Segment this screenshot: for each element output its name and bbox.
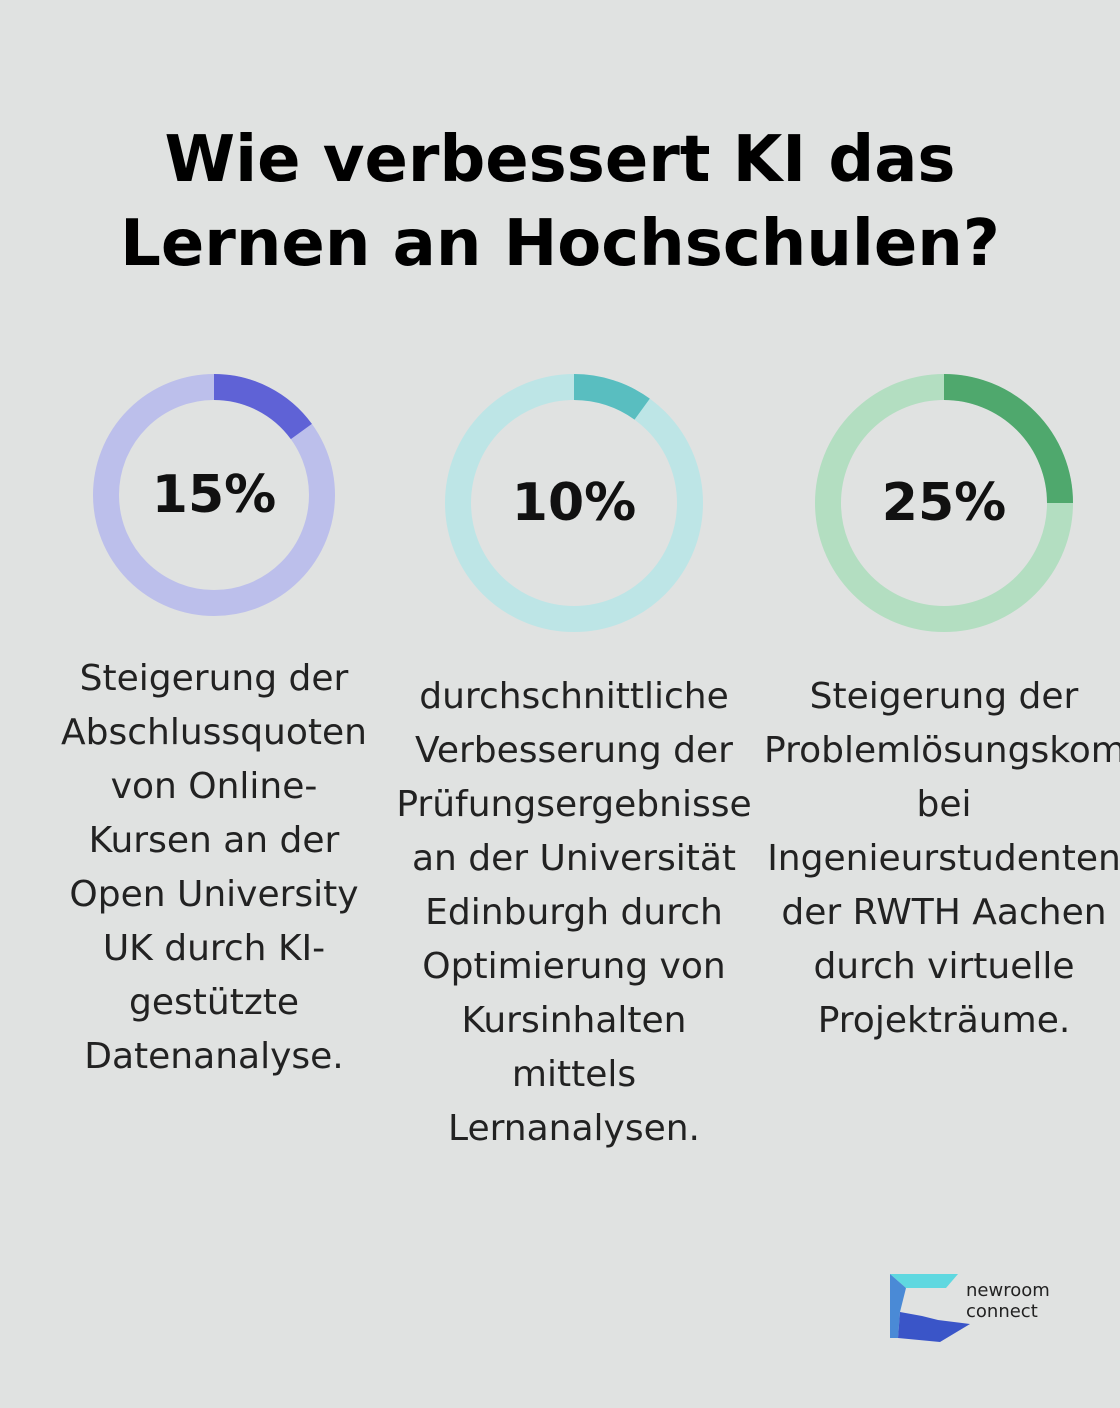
donut-value-label-3: 25% xyxy=(882,473,1006,533)
newroom-connect-logo xyxy=(890,1274,970,1342)
donut-value-label-1: 15% xyxy=(152,465,276,525)
stat-description-2: durchschnittliche Verbesserung der Prüfu… xyxy=(396,676,752,1149)
donut-fill-2 xyxy=(573,374,650,420)
logo-mark-bottom xyxy=(898,1312,970,1342)
logo-mark-top xyxy=(890,1274,958,1288)
donut-fill-3 xyxy=(943,374,1073,504)
logo-text: newroom connect xyxy=(966,1280,1050,1322)
stat-description-1: Steigerung der Abschlussquoten von Onlin… xyxy=(61,658,367,1077)
title-line-2: Lernen an Hochschulen? xyxy=(120,207,1000,281)
stat-description-3: Steigerung der Problemlösungskom bei Ing… xyxy=(764,676,1120,1041)
logo-mark-left xyxy=(890,1274,906,1338)
donut-chart-1: 15% xyxy=(93,374,335,616)
donut-chart-2: 10% xyxy=(445,374,703,632)
donut-fill-1 xyxy=(213,374,312,440)
title-line-1: Wie verbessert KI das xyxy=(164,123,956,197)
donut-value-label-2: 10% xyxy=(512,473,636,533)
donut-chart-3: 25% xyxy=(815,374,1073,632)
logo-text-line-1: newroom xyxy=(966,1280,1050,1301)
logo-text-line-2: connect xyxy=(966,1301,1038,1322)
page-title: Wie verbessert KI das Lernen an Hochschu… xyxy=(0,118,1120,286)
